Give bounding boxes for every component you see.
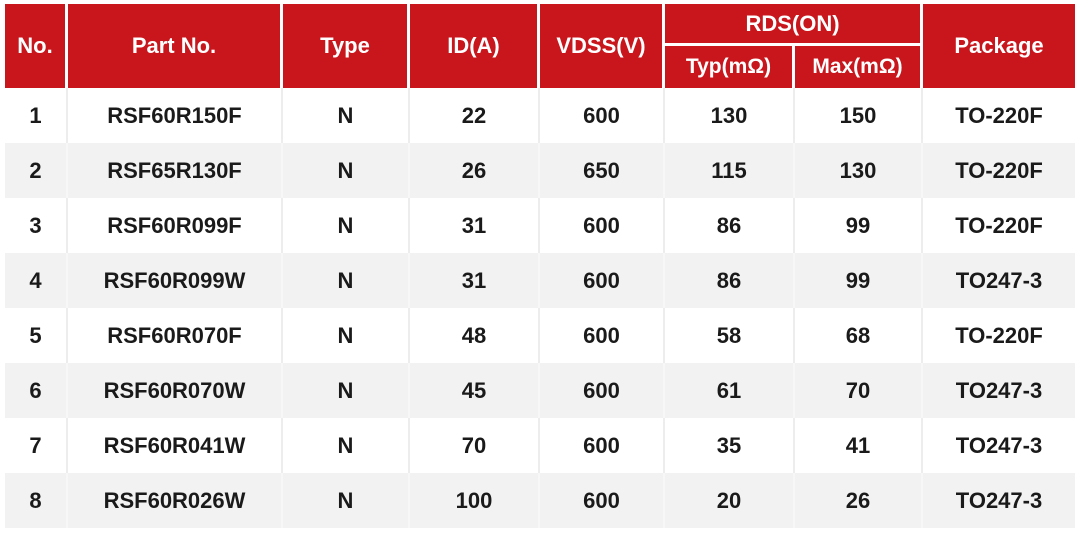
column-header-type: Type xyxy=(283,4,410,88)
cell-package: TO-220F xyxy=(923,143,1076,198)
cell-part-no: RSF60R070W xyxy=(68,363,283,418)
cell-rdson-typ: 115 xyxy=(665,143,795,198)
cell-rdson-typ: 61 xyxy=(665,363,795,418)
cell-type: N xyxy=(283,363,410,418)
table-row: 4 RSF60R099W N 31 600 86 99 TO247-3 xyxy=(5,253,1076,308)
cell-part-no: RSF60R041W xyxy=(68,418,283,473)
cell-type: N xyxy=(283,473,410,528)
table-row: 7 RSF60R041W N 70 600 35 41 TO247-3 xyxy=(5,418,1076,473)
cell-rdson-typ: 58 xyxy=(665,308,795,363)
table-row: 5 RSF60R070F N 48 600 58 68 TO-220F xyxy=(5,308,1076,363)
table-row: 3 RSF60R099F N 31 600 86 99 TO-220F xyxy=(5,198,1076,253)
cell-no: 8 xyxy=(5,473,68,528)
mosfet-spec-table: No. Part No. Type ID(A) VDSS(V) RDS(ON) … xyxy=(5,4,1076,528)
cell-rdson-typ: 20 xyxy=(665,473,795,528)
cell-no: 1 xyxy=(5,88,68,143)
table-row: 8 RSF60R026W N 100 600 20 26 TO247-3 xyxy=(5,473,1076,528)
column-header-typ: Typ(mΩ) xyxy=(665,46,795,88)
cell-rdson-max: 70 xyxy=(795,363,924,418)
table-row: 2 RSF65R130F N 26 650 115 130 TO-220F xyxy=(5,143,1076,198)
cell-no: 3 xyxy=(5,198,68,253)
table-row: 1 RSF60R150F N 22 600 130 150 TO-220F xyxy=(5,88,1076,143)
cell-vdss: 650 xyxy=(540,143,665,198)
cell-part-no: RSF60R070F xyxy=(68,308,283,363)
cell-id: 100 xyxy=(410,473,540,528)
cell-rdson-max: 68 xyxy=(795,308,924,363)
cell-rdson-typ: 86 xyxy=(665,253,795,308)
cell-id: 31 xyxy=(410,198,540,253)
cell-id: 31 xyxy=(410,253,540,308)
cell-package: TO247-3 xyxy=(923,418,1076,473)
column-header-vdss: VDSS(V) xyxy=(540,4,665,88)
cell-type: N xyxy=(283,143,410,198)
cell-type: N xyxy=(283,418,410,473)
cell-type: N xyxy=(283,198,410,253)
cell-type: N xyxy=(283,88,410,143)
column-header-rdson: RDS(ON) xyxy=(665,4,924,46)
cell-rdson-typ: 86 xyxy=(665,198,795,253)
cell-package: TO247-3 xyxy=(923,363,1076,418)
table-header: No. Part No. Type ID(A) VDSS(V) RDS(ON) … xyxy=(5,4,1076,88)
cell-package: TO-220F xyxy=(923,308,1076,363)
cell-rdson-max: 99 xyxy=(795,253,924,308)
column-header-package: Package xyxy=(923,4,1076,88)
cell-rdson-typ: 35 xyxy=(665,418,795,473)
cell-no: 6 xyxy=(5,363,68,418)
column-header-part-no: Part No. xyxy=(68,4,283,88)
cell-type: N xyxy=(283,253,410,308)
cell-package: TO-220F xyxy=(923,88,1076,143)
table-body: 1 RSF60R150F N 22 600 130 150 TO-220F 2 … xyxy=(5,88,1076,528)
column-header-id: ID(A) xyxy=(410,4,540,88)
cell-vdss: 600 xyxy=(540,418,665,473)
cell-rdson-max: 99 xyxy=(795,198,924,253)
cell-no: 4 xyxy=(5,253,68,308)
header-row-top: No. Part No. Type ID(A) VDSS(V) RDS(ON) … xyxy=(5,4,1076,88)
cell-part-no: RSF60R026W xyxy=(68,473,283,528)
cell-id: 22 xyxy=(410,88,540,143)
cell-rdson-max: 150 xyxy=(795,88,924,143)
header-row-sub: Typ(mΩ) Max(mΩ) xyxy=(5,46,1075,88)
cell-no: 7 xyxy=(5,418,68,473)
cell-vdss: 600 xyxy=(540,253,665,308)
cell-part-no: RSF60R150F xyxy=(68,88,283,143)
cell-part-no: RSF60R099W xyxy=(68,253,283,308)
cell-vdss: 600 xyxy=(540,88,665,143)
cell-id: 26 xyxy=(410,143,540,198)
cell-vdss: 600 xyxy=(540,473,665,528)
cell-vdss: 600 xyxy=(540,308,665,363)
cell-package: TO-220F xyxy=(923,198,1076,253)
cell-rdson-max: 41 xyxy=(795,418,924,473)
cell-vdss: 600 xyxy=(540,363,665,418)
cell-type: N xyxy=(283,308,410,363)
cell-rdson-typ: 130 xyxy=(665,88,795,143)
cell-id: 48 xyxy=(410,308,540,363)
cell-part-no: RSF65R130F xyxy=(68,143,283,198)
cell-package: TO247-3 xyxy=(923,473,1076,528)
cell-id: 70 xyxy=(410,418,540,473)
column-header-max: Max(mΩ) xyxy=(795,46,924,88)
cell-vdss: 600 xyxy=(540,198,665,253)
cell-part-no: RSF60R099F xyxy=(68,198,283,253)
table-row: 6 RSF60R070W N 45 600 61 70 TO247-3 xyxy=(5,363,1076,418)
cell-rdson-max: 26 xyxy=(795,473,924,528)
column-header-no: No. xyxy=(5,4,68,88)
cell-rdson-max: 130 xyxy=(795,143,924,198)
cell-package: TO247-3 xyxy=(923,253,1076,308)
cell-no: 2 xyxy=(5,143,68,198)
cell-no: 5 xyxy=(5,308,68,363)
cell-id: 45 xyxy=(410,363,540,418)
